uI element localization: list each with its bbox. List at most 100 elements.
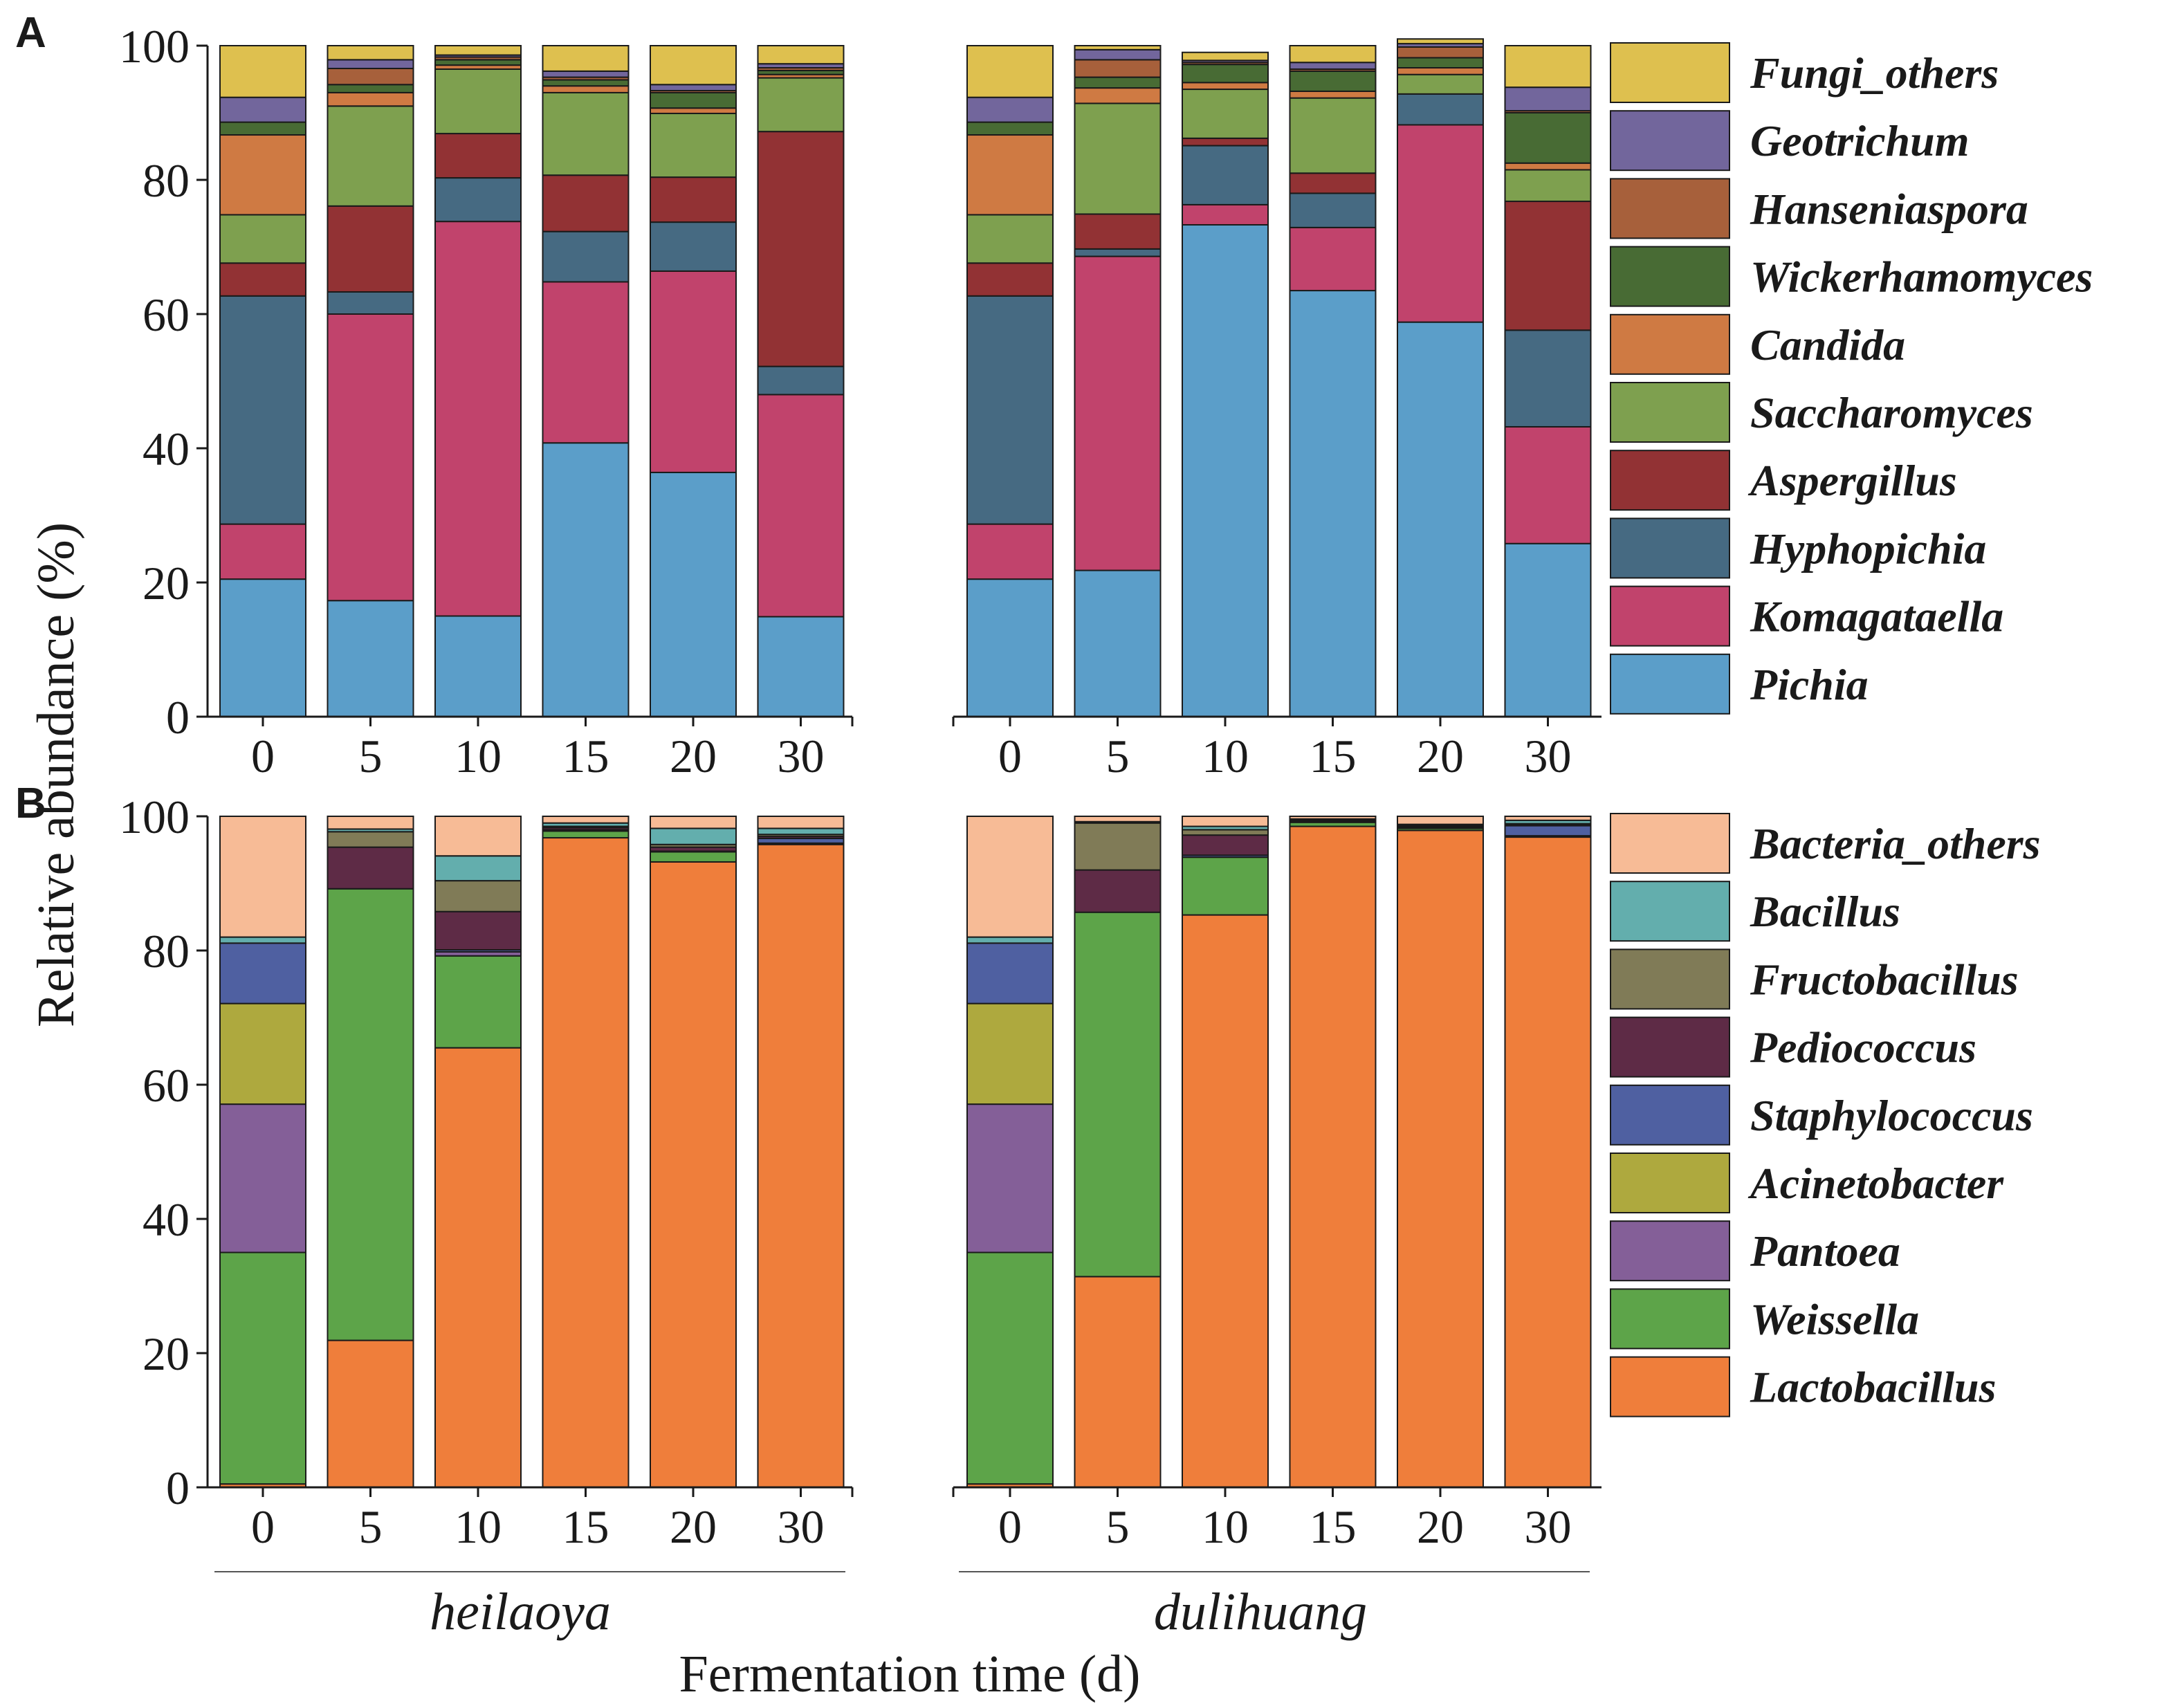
- bar-segment-a-heilaoya-10-fungi-others: [434, 45, 522, 56]
- bar-segment-a-heilaoya-20-hyphopichia: [650, 221, 737, 272]
- legend-swatch-pichia: [1610, 653, 1730, 715]
- bar-segment-b-dulihuang-5-weissella: [1074, 911, 1162, 1278]
- bar-segment-a-dulihuang-15-komagataella: [1289, 226, 1377, 292]
- bar-segment-b-heilaoya-0-pantoea: [219, 1103, 306, 1254]
- bar-segment-b-dulihuang-20-bacteria-others: [1397, 816, 1484, 825]
- x-tick-label-b-dulihuang-5: 5: [1106, 1500, 1130, 1553]
- bar-segment-a-heilaoya-0-aspergillus: [219, 262, 306, 297]
- legend-swatch-staphylococcus: [1610, 1084, 1730, 1146]
- bar-segment-a-heilaoya-5-komagataella: [327, 313, 414, 602]
- bar-segment-b-heilaoya-0-weissella: [219, 1251, 306, 1485]
- bar-segment-a-heilaoya-10-saccharomyces: [434, 68, 522, 135]
- y-tick-label-a-100: 100: [119, 20, 190, 73]
- group-label-dulihuang: dulihuang: [1154, 1583, 1367, 1641]
- bar-segment-a-heilaoya-0-hyphopichia: [219, 295, 306, 525]
- bar-segment-a-dulihuang-30-pichia: [1504, 542, 1592, 717]
- bar-segment-a-heilaoya-15-candida: [542, 85, 630, 93]
- bar-segment-a-dulihuang-20-fungi-others: [1397, 38, 1484, 45]
- bar-segment-a-dulihuang-15-fungi-others: [1289, 45, 1377, 64]
- legend-swatch-geotrichum: [1610, 110, 1730, 172]
- bar-segment-a-heilaoya-15-aspergillus: [542, 174, 630, 232]
- bar-segment-a-dulihuang-0-wickerhamomyces: [966, 121, 1054, 136]
- x-tick-label-a-dulihuang-5: 5: [1106, 730, 1130, 782]
- bar-segment-b-dulihuang-5-pediococcus: [1074, 869, 1162, 913]
- bar-segment-a-heilaoya-5-wickerhamomyces: [327, 84, 414, 93]
- bar-segment-a-heilaoya-5-aspergillus: [327, 205, 414, 293]
- legend-label-fungi-others: Fungi_others: [1750, 48, 1999, 98]
- bar-segment-b-heilaoya-5-lactobacillus: [327, 1339, 414, 1488]
- bar-segment-a-dulihuang-30-hyphopichia: [1504, 329, 1592, 428]
- legend-label-acinetobacter: Acinetobacter: [1747, 1159, 2004, 1208]
- bar-segment-a-heilaoya-5-candida: [327, 91, 414, 107]
- bar-segment-b-heilaoya-10-fructobacillus: [434, 880, 522, 912]
- panel-b-bacteria-chart: B 0 20 40 60 80 100 0 5 10 15 20 30 0 5 10 15 20 30: [15, 780, 1602, 1553]
- bar-segment-b-heilaoya-10-weissella: [434, 955, 522, 1049]
- bar-segment-a-heilaoya-0-saccharomyces: [219, 214, 306, 264]
- bar-segment-a-heilaoya-20-fungi-others: [650, 45, 737, 86]
- bar-segment-a-heilaoya-20-geotrichum: [650, 84, 737, 91]
- legend-swatch-fungi-others: [1610, 42, 1730, 103]
- legend-swatch-saccharomyces: [1610, 382, 1730, 443]
- legend-label-fructobacillus: Fructobacillus: [1750, 955, 2019, 1004]
- bar-segment-b-heilaoya-5-pediococcus: [327, 846, 414, 890]
- bar-segment-b-dulihuang-0-acinetobacter: [966, 1002, 1054, 1105]
- bar-segment-a-heilaoya-0-candida: [219, 134, 306, 216]
- legend-label-weissella: Weissella: [1750, 1294, 1919, 1343]
- bar-segment-b-heilaoya-5-bacteria-others: [327, 816, 414, 830]
- bar-segment-a-dulihuang-20-hanseniaspora: [1397, 46, 1484, 59]
- bar-segment-b-heilaoya-10-pediococcus: [434, 910, 522, 951]
- bar-segment-a-dulihuang-0-hyphopichia: [966, 295, 1054, 525]
- bar-segment-b-dulihuang-30-staphylococcus: [1504, 825, 1592, 837]
- bar-segment-a-dulihuang-15-aspergillus: [1289, 172, 1377, 194]
- bar-segment-a-heilaoya-0-pichia: [219, 578, 306, 718]
- y-tick-label-b-80: 80: [143, 925, 190, 977]
- bar-segment-a-dulihuang-0-pichia: [966, 578, 1054, 718]
- bar-segment-b-dulihuang-0-weissella: [966, 1251, 1054, 1485]
- legend-swatch-weissella: [1610, 1288, 1730, 1350]
- bar-segment-a-dulihuang-20-pichia: [1397, 321, 1484, 717]
- panel-label-b: B: [15, 780, 46, 827]
- legend-label-bacteria-others: Bacteria_others: [1750, 819, 2041, 868]
- bar-segment-a-heilaoya-15-fungi-others: [542, 45, 630, 72]
- bar-segment-a-heilaoya-30-pichia: [757, 616, 845, 717]
- bar-segment-b-dulihuang-0-pantoea: [966, 1103, 1054, 1254]
- y-tick-label-b-100: 100: [119, 791, 190, 843]
- bar-segment-a-heilaoya-0-geotrichum: [219, 96, 306, 123]
- bar-segment-b-dulihuang-10-weissella: [1182, 856, 1269, 916]
- bar-segment-a-heilaoya-5-saccharomyces: [327, 105, 414, 207]
- bar-segment-a-heilaoya-30-komagataella: [757, 394, 845, 618]
- x-tick-label-b-heilaoya-20: 20: [670, 1500, 717, 1553]
- legend-swatch-hanseniaspora: [1610, 178, 1730, 239]
- x-tick-label-b-dulihuang-20: 20: [1417, 1500, 1464, 1553]
- bar-segment-a-dulihuang-10-komagataella: [1182, 203, 1269, 226]
- bar-segment-a-heilaoya-5-fungi-others: [327, 45, 414, 61]
- bar-segment-a-dulihuang-30-aspergillus: [1504, 201, 1592, 331]
- bar-segment-a-heilaoya-10-hyphopichia: [434, 177, 522, 223]
- x-tick-label-a-heilaoya-0: 0: [251, 730, 275, 782]
- bar-segment-a-heilaoya-20-pichia: [650, 471, 737, 717]
- bar-segment-b-heilaoya-30-lactobacillus: [757, 843, 845, 1488]
- bar-segment-a-dulihuang-10-aspergillus: [1182, 137, 1269, 147]
- bar-segment-a-heilaoya-5-geotrichum: [327, 59, 414, 69]
- x-tick-label-a-dulihuang-10: 10: [1202, 730, 1249, 782]
- bar-segment-b-dulihuang-5-bacteria-others: [1074, 816, 1162, 823]
- bar-segment-a-heilaoya-15-hyphopichia: [542, 230, 630, 283]
- x-tick-label-a-dulihuang-15: 15: [1310, 730, 1357, 782]
- bar-segment-a-dulihuang-5-saccharomyces: [1074, 102, 1162, 215]
- legend-swatch-hyphopichia: [1610, 517, 1730, 579]
- x-tick-label-b-dulihuang-10: 10: [1202, 1500, 1249, 1553]
- y-tick-label-a-20: 20: [143, 557, 190, 609]
- y-tick-label-b-20: 20: [143, 1328, 190, 1380]
- bar-segment-a-dulihuang-20-komagataella: [1397, 124, 1484, 323]
- bar-segment-a-dulihuang-0-saccharomyces: [966, 214, 1054, 264]
- legend-swatch-aspergillus: [1610, 450, 1730, 511]
- bar-segment-a-heilaoya-15-komagataella: [542, 281, 630, 444]
- bar-segment-a-dulihuang-30-geotrichum: [1504, 86, 1592, 112]
- y-tick-label-a-60: 60: [143, 288, 190, 341]
- legend-swatch-bacillus: [1610, 881, 1730, 942]
- bar-segment-a-heilaoya-10-wickerhamomyces: [434, 59, 522, 66]
- legend-label-geotrichum: Geotrichum: [1750, 116, 1969, 165]
- x-tick-label-b-heilaoya-10: 10: [455, 1500, 502, 1553]
- bar-segment-a-dulihuang-30-wickerhamomyces: [1504, 112, 1592, 164]
- x-tick-label-a-heilaoya-20: 20: [670, 730, 717, 782]
